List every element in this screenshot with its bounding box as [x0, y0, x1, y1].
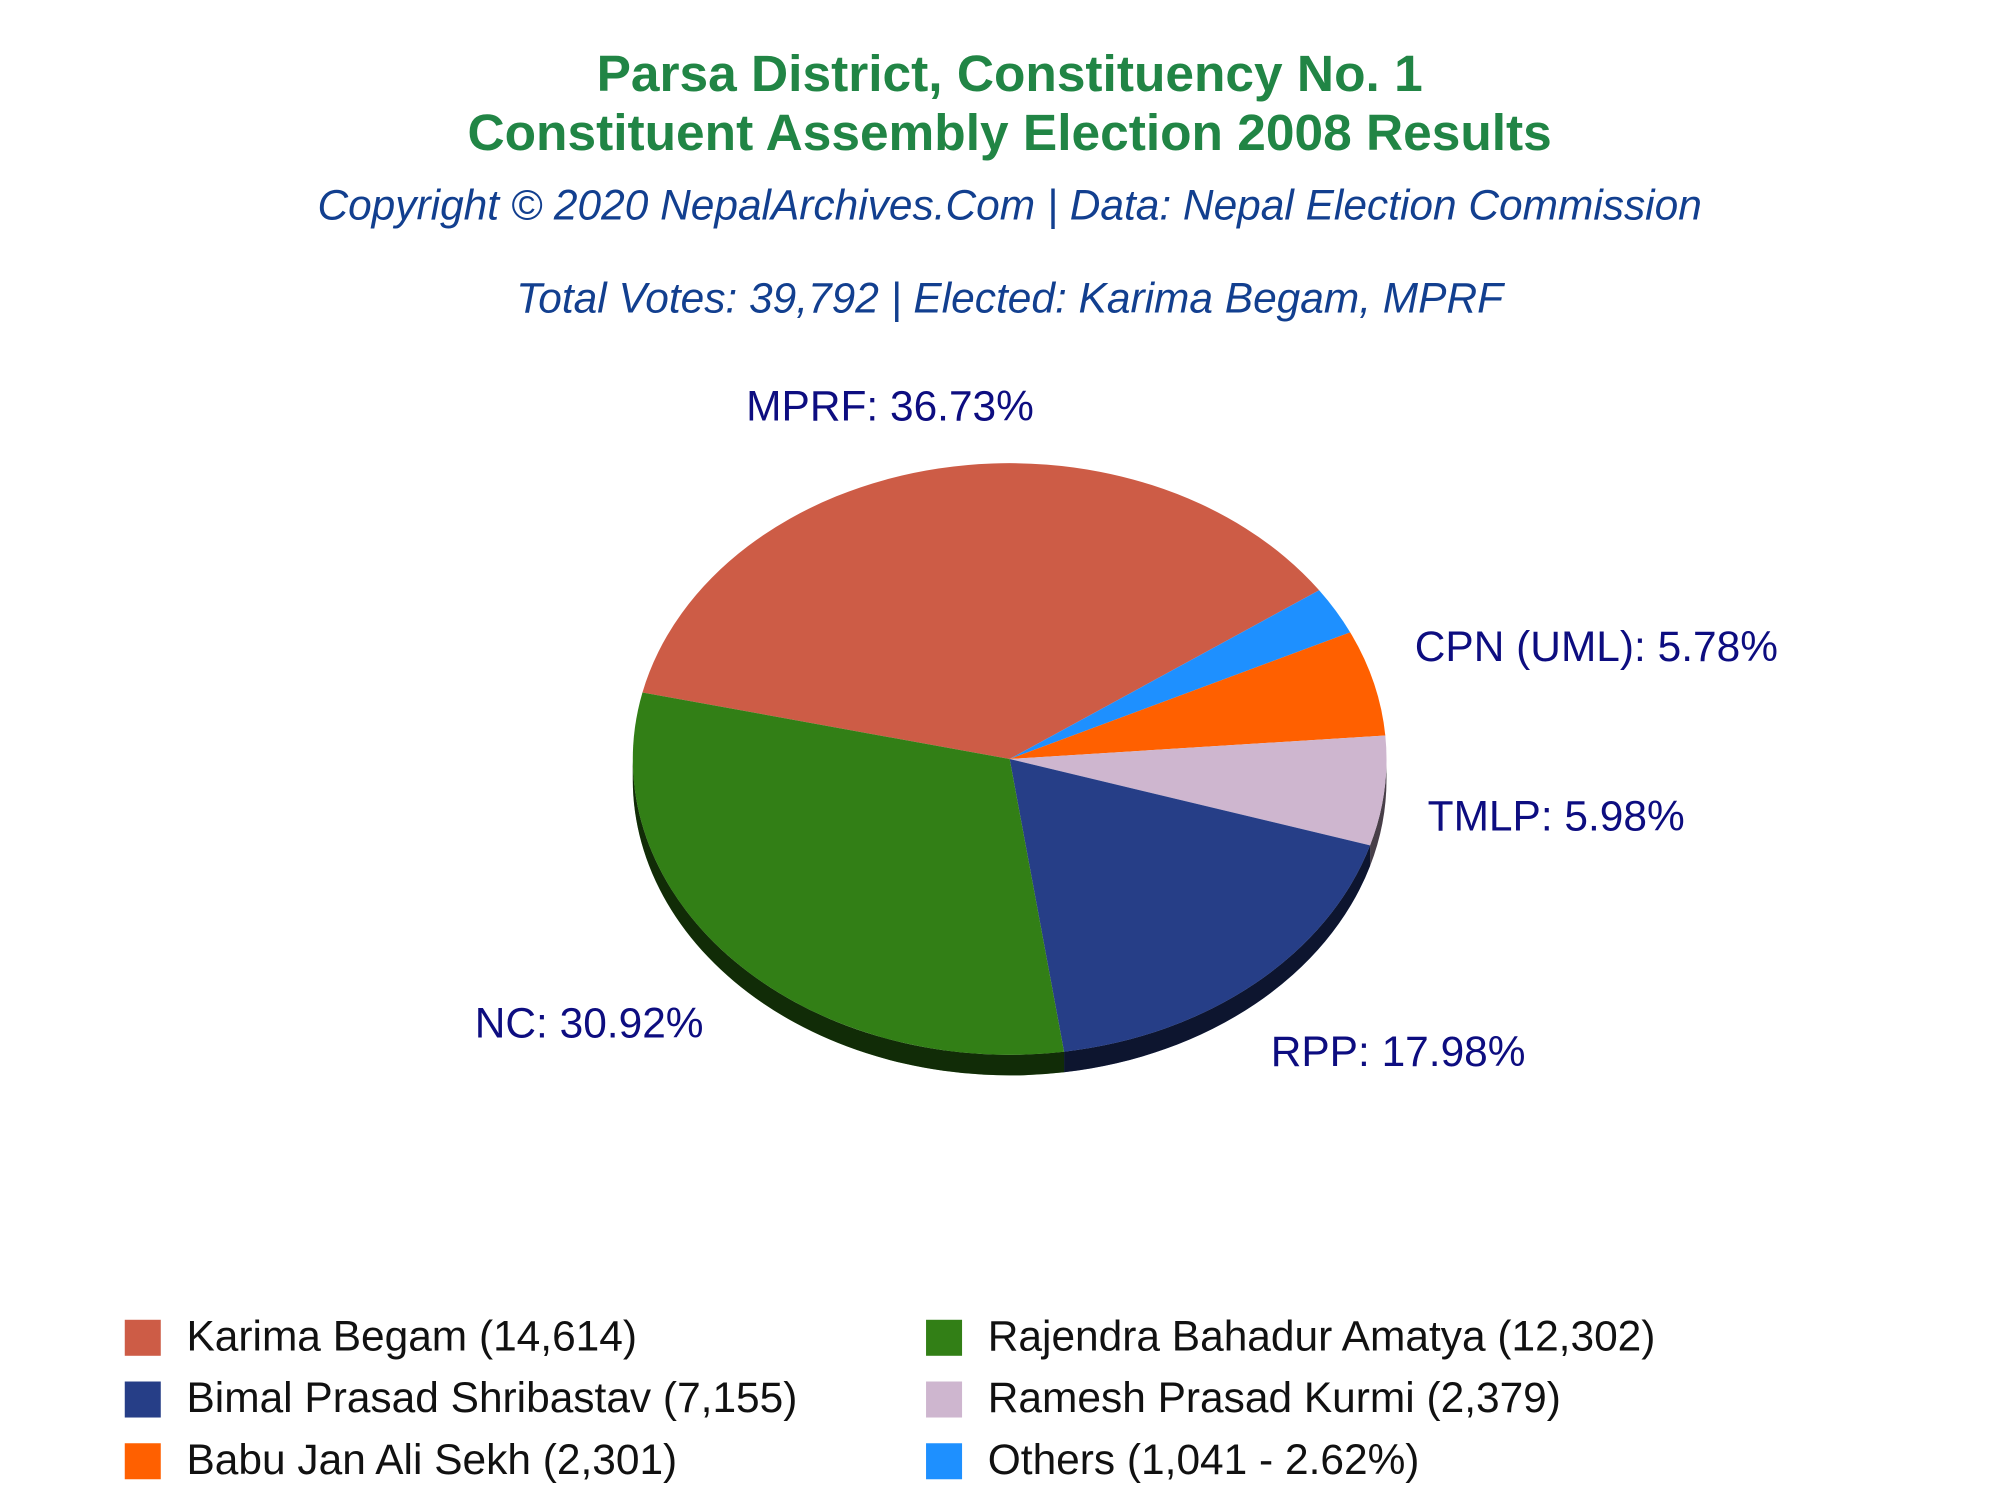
legend-label: Karima Begam (14,614): [186, 1312, 637, 1359]
chart-title: Constituent Assembly Election 2008 Resul…: [467, 103, 1551, 161]
slice: [642, 463, 1320, 760]
subtitle: Copyright © 2020 NepalArchives.Com | Dat…: [317, 182, 1701, 230]
legend-swatch: [124, 1381, 161, 1418]
legend-swatch: [926, 1319, 963, 1356]
data-label: MPRF: 36.73%: [746, 382, 1034, 429]
legend-swatch: [926, 1443, 963, 1480]
legend-label: Rajendra Bahadur Amatya (12,302): [988, 1312, 1656, 1359]
slice: [1009, 590, 1351, 760]
data-label: NC: 30.92%: [475, 1000, 704, 1047]
legend-swatch: [124, 1319, 161, 1356]
legend-swatch: [124, 1443, 161, 1480]
slice: [1009, 735, 1387, 846]
legend-label: Babu Jan Ali Sekh (2,301): [186, 1436, 677, 1483]
slice: [1009, 632, 1386, 760]
legend-label: Others (1,041 - 2.62%): [988, 1436, 1420, 1483]
legend-swatch: [926, 1381, 963, 1418]
legend-label: Bimal Prasad Shribastav (7,155): [186, 1374, 797, 1421]
slice-side-shade: [1370, 759, 1387, 866]
data-label: RPP: 17.98%: [1271, 1028, 1526, 1075]
data-label: CPN (UML): 5.78%: [1415, 623, 1778, 670]
data-label: TMLP: 5.98%: [1428, 793, 1685, 840]
annotation: Total Votes: 39,792 | Elected: Karima Be…: [516, 274, 1505, 322]
slice: [1009, 759, 1371, 1052]
chart-title: Parsa District, Constituency No. 1: [597, 44, 1423, 102]
legend-label: Ramesh Prasad Kurmi (2,379): [988, 1374, 1561, 1421]
slice-side-shade: [1064, 845, 1371, 1073]
slice: [632, 692, 1065, 1055]
